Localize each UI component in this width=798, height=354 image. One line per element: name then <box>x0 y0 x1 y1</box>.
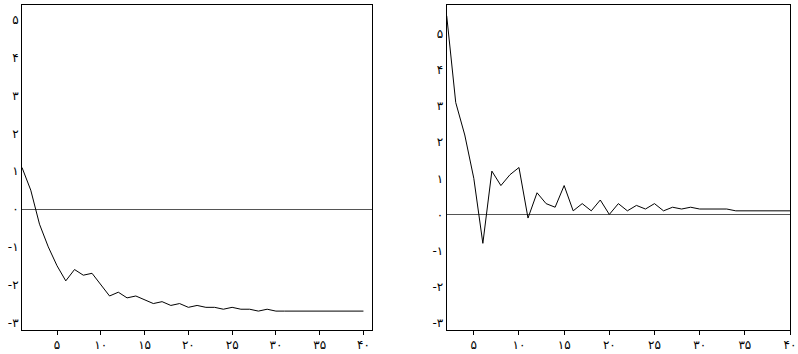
svg-text:۴: ۴ <box>12 51 18 65</box>
svg-text:۱: ۱ <box>12 164 18 178</box>
svg-text:۴۰: ۴۰ <box>784 338 797 352</box>
svg-text:۰: ۰ <box>12 202 18 216</box>
svg-text:۳۰: ۳۰ <box>269 338 282 352</box>
svg-text:۱۵: ۱۵ <box>558 338 571 352</box>
svg-text:۲: ۲ <box>12 127 18 141</box>
svg-text:۵: ۵ <box>54 338 60 352</box>
svg-text:۴: ۴ <box>437 63 443 77</box>
svg-text:۵: ۵ <box>437 27 443 41</box>
svg-text:۱: ۱ <box>437 172 443 186</box>
svg-text:۵: ۵ <box>12 13 18 27</box>
svg-text:-۱: -۱ <box>433 244 444 258</box>
svg-text:۱۰: ۱۰ <box>513 338 526 352</box>
svg-text:-۳: -۳ <box>8 316 19 330</box>
svg-text:۳۵: ۳۵ <box>738 338 751 352</box>
svg-text:۱۰: ۱۰ <box>94 338 107 352</box>
svg-text:۳۰: ۳۰ <box>693 338 706 352</box>
svg-text:۰: ۰ <box>437 208 443 222</box>
svg-text:۲۵: ۲۵ <box>648 338 661 352</box>
svg-text:۵: ۵ <box>471 338 477 352</box>
svg-text:-۳: -۳ <box>433 316 444 330</box>
svg-text:۳۵: ۳۵ <box>313 338 326 352</box>
svg-text:-۲: -۲ <box>433 280 444 294</box>
svg-text:۳: ۳ <box>12 89 19 103</box>
svg-text:۳: ۳ <box>437 99 444 113</box>
svg-text:۱۵: ۱۵ <box>138 338 151 352</box>
svg-text:۲۰: ۲۰ <box>603 338 616 352</box>
svg-text:۲۰: ۲۰ <box>182 338 195 352</box>
svg-text:-۲: -۲ <box>8 278 19 292</box>
svg-text:۲: ۲ <box>437 135 443 149</box>
svg-text:۲۵: ۲۵ <box>226 338 239 352</box>
svg-text:۴۰: ۴۰ <box>357 338 370 352</box>
svg-text:-۱: -۱ <box>8 240 19 254</box>
